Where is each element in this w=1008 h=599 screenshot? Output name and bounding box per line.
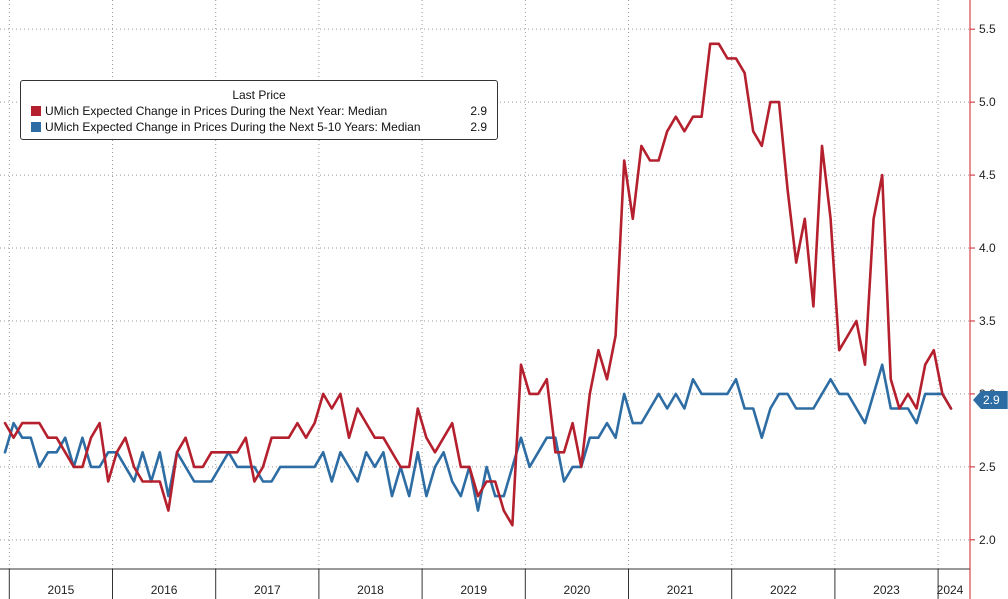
x-axis-labels: 2015 2016 2017 2018 2019 2020 2021 2022 2023 2024 xyxy=(48,583,964,597)
y-tick-label: 5.5 xyxy=(979,22,996,36)
y-axis-ticks: 2.02.53.03.54.04.55.05.5 xyxy=(970,22,996,547)
x-tick-label: 2017 xyxy=(254,583,281,597)
y-tick-label: 2.0 xyxy=(979,533,996,547)
x-tick-label: 2024 xyxy=(937,583,964,597)
legend-value: 2.9 xyxy=(470,104,487,118)
x-tick-label: 2020 xyxy=(564,583,591,597)
x-tick-label: 2021 xyxy=(667,583,694,597)
legend-item-5-10-years: UMich Expected Change in Prices During t… xyxy=(31,119,487,135)
last-value-badge: 2.9 xyxy=(973,391,1008,409)
legend-label: UMich Expected Change in Prices During t… xyxy=(45,120,421,134)
legend-title: Last Price xyxy=(232,88,286,102)
legend-swatch-blue xyxy=(31,122,41,132)
series-lines xyxy=(3,42,953,527)
x-tick-label: 2023 xyxy=(873,583,900,597)
x-tick-label: 2018 xyxy=(357,583,384,597)
series-line-next-year xyxy=(3,42,953,527)
legend-label: UMich Expected Change in Prices During t… xyxy=(45,104,388,118)
legend-value: 2.9 xyxy=(470,120,487,134)
legend: Last Price UMich Expected Change in Pric… xyxy=(20,80,498,140)
x-tick-label: 2015 xyxy=(48,583,75,597)
y-tick-label: 2.5 xyxy=(979,460,996,474)
x-tick-label: 2019 xyxy=(460,583,487,597)
series-line-5-10-years xyxy=(3,363,953,512)
y-tick-label: 4.5 xyxy=(979,168,996,182)
x-tick-label: 2016 xyxy=(151,583,178,597)
y-tick-label: 4.0 xyxy=(979,241,996,255)
y-tick-label: 5.0 xyxy=(979,95,996,109)
legend-swatch-red xyxy=(31,106,41,116)
legend-item-next-year: UMich Expected Change in Prices During t… xyxy=(31,103,487,119)
y-tick-label: 3.5 xyxy=(979,314,996,328)
x-tick-label: 2022 xyxy=(770,583,797,597)
